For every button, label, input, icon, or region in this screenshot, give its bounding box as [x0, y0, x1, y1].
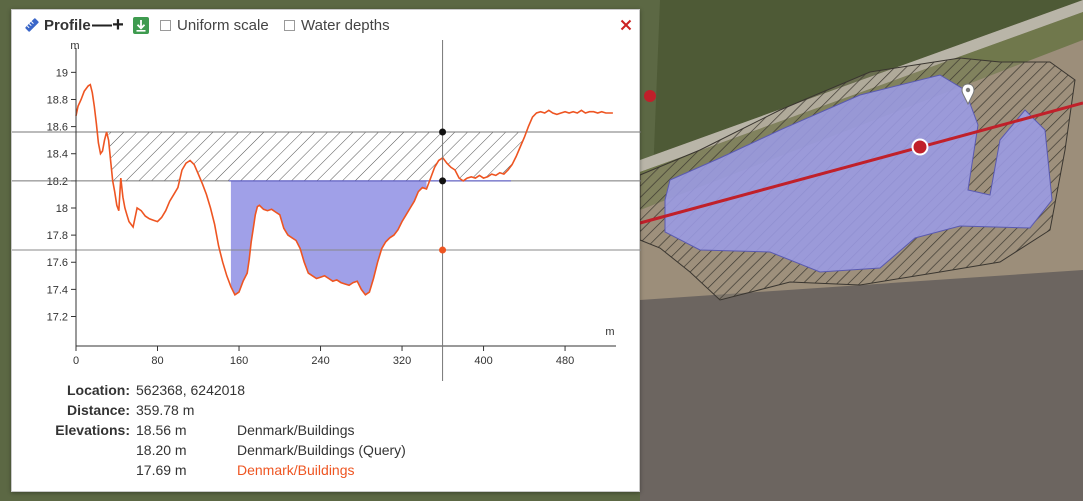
x-tick-label: 0 — [73, 355, 79, 367]
panel-title: Profile — [44, 16, 91, 34]
close-icon — [620, 19, 632, 31]
x-tick-label: 240 — [311, 355, 329, 367]
y-tick-label: 17.8 — [47, 230, 68, 242]
download-button[interactable] — [133, 17, 149, 34]
elevation-profile-line[interactable] — [75, 83, 613, 296]
x-tick-label: 160 — [230, 355, 248, 367]
elevation-source-2: Denmark/Buildings (Query) — [237, 442, 406, 458]
location-pin-icon[interactable] — [961, 83, 975, 106]
x-axis-ticks: 0 80 160 240 320 400 480 — [73, 346, 574, 367]
elevation-value-1: 18.56 m — [136, 422, 187, 438]
download-icon — [136, 20, 146, 32]
y-tick-label: 18.2 — [47, 176, 68, 188]
profile-start-marker[interactable] — [644, 90, 656, 102]
water-depths-checkbox[interactable]: Water depths — [284, 10, 390, 40]
distance-value: 359.78 m — [136, 402, 195, 418]
water-depths-label: Water depths — [301, 16, 390, 34]
y-tick-label: 18 — [56, 203, 68, 215]
location-value: 562368, 6242018 — [136, 382, 245, 398]
y-axis-unit: m — [70, 40, 79, 52]
zoom-out-button[interactable]: — — [92, 13, 112, 36]
y-tick-label: 17.2 — [47, 312, 68, 324]
y-axis-ticks: 17.2 17.4 17.6 17.8 18 18.2 18.4 18.6 18.8 19 — [47, 67, 76, 324]
water-depths-box[interactable] — [284, 19, 295, 31]
water-volume-area — [230, 180, 427, 295]
y-tick-label: 19 — [56, 67, 68, 79]
flood-volume-hatched — [108, 132, 529, 181]
y-tick-label: 18.8 — [47, 94, 68, 106]
uniform-scale-box[interactable] — [160, 19, 171, 31]
elevation-value-3: 17.69 m — [136, 462, 187, 478]
x-tick-label: 480 — [556, 355, 574, 367]
y-tick-label: 17.4 — [47, 284, 68, 296]
uniform-scale-label: Uniform scale — [177, 16, 269, 34]
elevation-source-3: Denmark/Buildings — [237, 462, 355, 478]
elevations-label: Elevations: — [55, 422, 130, 438]
distance-label: Distance: — [66, 402, 130, 418]
profile-line[interactable] — [639, 101, 1083, 225]
ruler-icon — [24, 10, 44, 40]
x-tick-label: 80 — [151, 355, 163, 367]
uniform-scale-checkbox[interactable]: Uniform scale — [160, 10, 269, 40]
zoom-in-button[interactable]: + — [112, 13, 124, 36]
elevation-value-2: 18.20 m — [136, 442, 187, 458]
location-label: Location: — [67, 382, 130, 398]
cursor-point-ground — [439, 246, 447, 254]
y-tick-label: 17.6 — [47, 257, 68, 269]
close-button[interactable] — [616, 10, 636, 40]
y-tick-label: 18.4 — [47, 149, 68, 161]
y-tick-label: 18.6 — [47, 122, 68, 134]
x-tick-label: 320 — [393, 355, 411, 367]
profile-panel: Profile — + Uniform scale Water depths — [11, 9, 641, 492]
profile-chart[interactable]: 17.2 17.4 17.6 17.8 18 18.2 18.4 18.6 18.8 19 0 80… — [12, 40, 641, 382]
profile-position-marker[interactable] — [911, 138, 929, 156]
elevation-source-1: Denmark/Buildings — [237, 422, 355, 438]
cursor-point-level-2 — [439, 177, 447, 185]
cursor-point-level-1 — [439, 128, 447, 136]
x-tick-label: 400 — [474, 355, 492, 367]
water-area — [664, 74, 1053, 273]
field-dark — [640, 270, 1083, 501]
profile-toolbar: Profile — + Uniform scale Water depths — [12, 10, 641, 40]
x-axis-unit: m — [605, 326, 614, 338]
